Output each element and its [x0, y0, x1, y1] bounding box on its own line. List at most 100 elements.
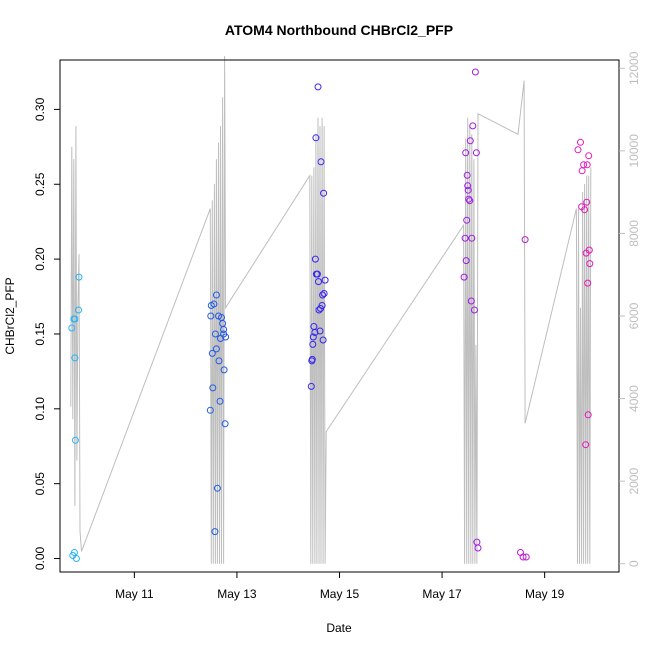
y-tick-label: 0.25	[33, 172, 47, 196]
series-line	[70, 55, 592, 564]
data-point	[522, 553, 530, 561]
data-point	[466, 197, 474, 205]
y2-tick-label: 6000	[627, 302, 641, 329]
data-point	[312, 134, 320, 142]
data-point	[316, 327, 324, 335]
x-tick-label: May 13	[217, 587, 257, 601]
data-point	[221, 420, 229, 428]
data-point	[206, 406, 214, 414]
data-point	[465, 195, 473, 203]
y2-tick-label: 0	[627, 560, 641, 567]
data-point	[311, 255, 319, 263]
data-point	[574, 146, 582, 154]
data-point	[474, 544, 482, 552]
data-point	[461, 234, 469, 242]
y-tick-label: 0.00	[33, 546, 47, 570]
y2-tick-label: 8000	[627, 220, 641, 247]
data-point	[71, 354, 79, 362]
data-point	[582, 441, 590, 449]
y-tick-label: 0.20	[33, 247, 47, 271]
data-point	[212, 291, 220, 299]
data-point	[215, 357, 223, 365]
data-point	[307, 382, 315, 390]
data-point	[462, 257, 470, 265]
data-point	[470, 306, 478, 314]
chart-title: ATOM4 Northbound CHBrCl2_PFP	[225, 22, 453, 38]
data-point	[319, 291, 327, 299]
data-point	[472, 149, 480, 157]
data-point	[72, 555, 80, 562]
data-point	[71, 436, 79, 444]
data-point	[519, 553, 527, 561]
data-point	[212, 345, 220, 353]
x-axis-label: Date	[326, 621, 352, 635]
data-point	[213, 484, 221, 492]
data-point	[207, 312, 215, 320]
data-point	[585, 152, 593, 160]
data-point	[583, 198, 591, 206]
data-point	[208, 349, 216, 357]
data-point	[469, 122, 477, 130]
y-tick-label: 0.10	[33, 397, 47, 421]
y2-tick-label: 2000	[627, 468, 641, 495]
data-point	[460, 273, 468, 281]
data-point	[318, 302, 326, 309]
data-point	[577, 138, 584, 146]
data-point	[314, 83, 322, 91]
data-point	[308, 355, 316, 363]
data-point	[585, 246, 593, 254]
y-tick-label: 0.15	[33, 322, 47, 346]
data-point	[68, 324, 76, 332]
x-tick-label: May 11	[115, 587, 154, 601]
data-point	[462, 149, 470, 157]
data-point	[319, 336, 327, 344]
x-tick-label: May 17	[422, 587, 462, 601]
data-point	[320, 189, 328, 197]
y-tick-label: 0.05	[33, 472, 47, 496]
data-point	[75, 306, 82, 314]
y-tick-label: 0.30	[33, 97, 47, 121]
data-point	[216, 397, 224, 405]
data-point	[584, 411, 592, 419]
data-point	[220, 330, 228, 338]
data-point	[320, 290, 328, 297]
data-point	[317, 158, 325, 166]
data-point	[464, 182, 472, 190]
axis-layer: May 11 May 13 May 15 May 17 May 19 0.00 0.05 0.…	[33, 51, 641, 601]
data-point	[71, 315, 79, 323]
data-point	[581, 206, 589, 214]
data-point	[209, 384, 217, 392]
data-point	[471, 68, 479, 76]
data-point	[586, 260, 594, 268]
data-point	[467, 297, 475, 305]
data-point	[464, 186, 472, 194]
plot-layer	[68, 55, 594, 564]
data-point	[463, 171, 471, 179]
data-point	[521, 236, 529, 244]
y2-tick-label: 10000	[627, 134, 641, 168]
data-point	[211, 330, 219, 338]
data-point	[210, 300, 218, 308]
data-point	[466, 137, 474, 145]
y2-tick-label: 12000	[627, 51, 641, 85]
y-axis-label: CHBrCl2_PFP	[3, 277, 17, 354]
x-tick-label: May 19	[525, 587, 565, 601]
data-point	[583, 161, 591, 169]
x-tick-label: May 15	[320, 587, 360, 601]
data-point	[220, 326, 228, 333]
data-point	[75, 273, 83, 281]
y2-tick-label: 4000	[627, 385, 641, 412]
data-point	[309, 333, 317, 341]
data-point	[584, 279, 592, 287]
data-point	[220, 366, 228, 374]
data-point	[309, 340, 317, 348]
data-point	[315, 278, 322, 286]
data-point	[313, 270, 321, 278]
data-point	[580, 161, 588, 169]
data-point	[311, 329, 319, 336]
data-point	[321, 276, 329, 284]
data-point	[463, 216, 471, 224]
data-point	[211, 528, 219, 536]
